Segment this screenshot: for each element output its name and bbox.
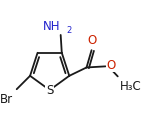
Text: O: O: [106, 59, 115, 72]
Text: Br: Br: [0, 93, 13, 106]
Text: H₃C: H₃C: [120, 80, 142, 93]
Text: 2: 2: [67, 26, 72, 35]
Text: NH: NH: [43, 20, 61, 33]
Text: S: S: [46, 84, 53, 97]
Text: O: O: [87, 34, 97, 47]
